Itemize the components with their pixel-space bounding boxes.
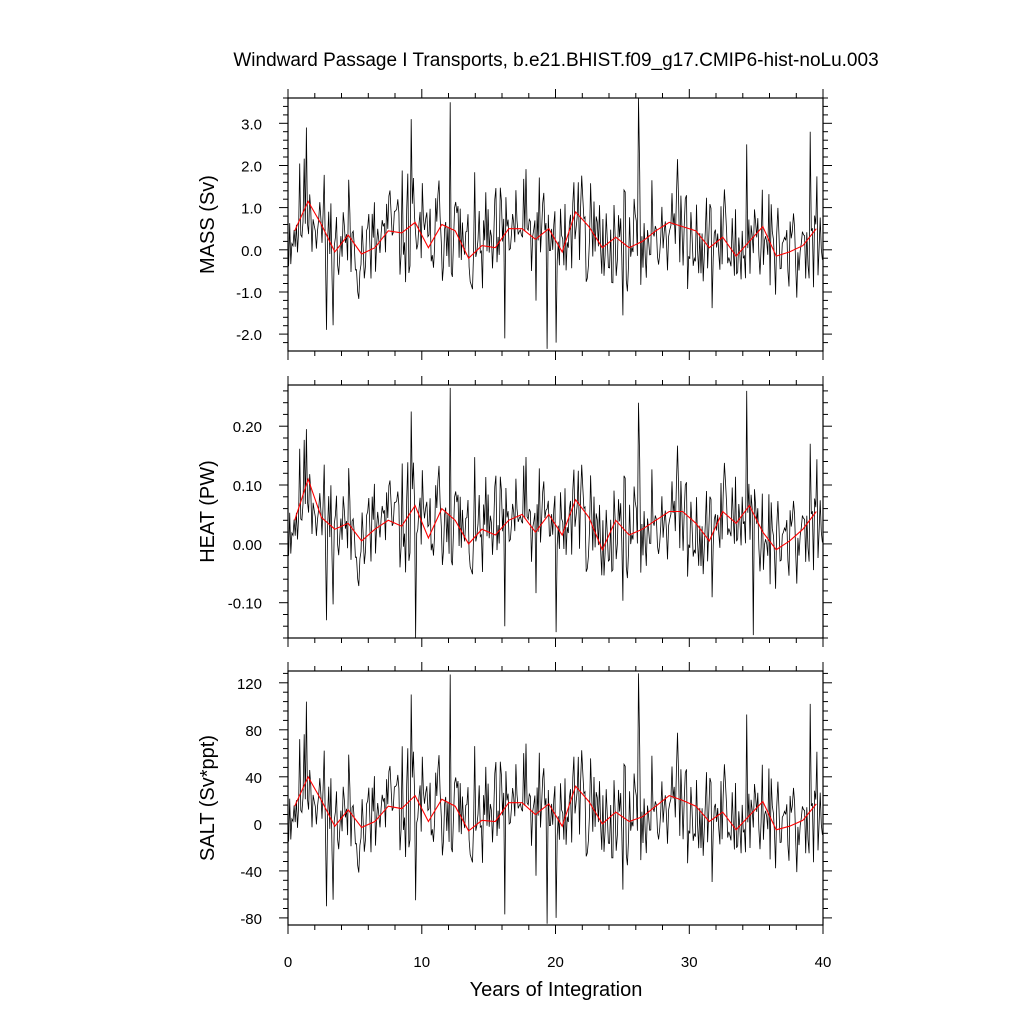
y-tick-label: -40 [240, 864, 262, 881]
heat-panel: -0.10 0.00 0.10 0.20 HEAT (PW) [197, 376, 832, 647]
annual-mean-line [294, 477, 817, 552]
monthly-series-line [288, 387, 823, 638]
y-axis-label: MASS (Sv) [197, 175, 219, 274]
mass-panel: -2.0 -1.0 0.0 1.0 2.0 3.0 MASS (Sv) [197, 89, 832, 360]
x-tick-label: 20 [547, 954, 564, 971]
x-tick-label: 0 [284, 954, 292, 971]
monthly-series-line [288, 98, 823, 349]
y-tick-label: 0 [254, 817, 262, 834]
y-tick-label: 80 [245, 723, 262, 740]
y-axis-label: SALT (Sv*ppt) [197, 735, 219, 861]
y-tick-label: 0.20 [233, 419, 262, 436]
y-tick-label: 120 [237, 676, 262, 693]
y-tick-label: -2.0 [236, 327, 262, 344]
chart-title: Windward Passage I Transports, b.e21.BHI… [233, 50, 878, 71]
x-axis-label: Years of Integration [470, 979, 643, 1001]
x-tick-label: 10 [413, 954, 430, 971]
y-tick-label: 2.0 [241, 158, 262, 175]
x-tick-label: 30 [681, 954, 698, 971]
y-tick-label: -0.10 [228, 596, 262, 613]
salt-panel: -80 -40 0 40 80 120 0 10 20 30 40 SALT (Sv*ppt) [197, 662, 832, 971]
y-axis-label: HEAT (PW) [197, 460, 219, 563]
annual-mean-line [294, 775, 817, 832]
y-tick-label: 3.0 [241, 116, 262, 133]
monthly-series-line [288, 673, 823, 924]
y-tick-label: 0.10 [233, 478, 262, 495]
y-tick-label: 40 [245, 770, 262, 787]
annual-mean-line [294, 200, 817, 260]
y-tick-label: 1.0 [241, 201, 262, 218]
x-tick-label: 40 [815, 954, 832, 971]
y-tick-label: -1.0 [236, 285, 262, 302]
y-tick-label: 0.00 [233, 537, 262, 554]
y-tick-label: 0.0 [241, 243, 262, 260]
y-tick-label: -80 [240, 911, 262, 928]
